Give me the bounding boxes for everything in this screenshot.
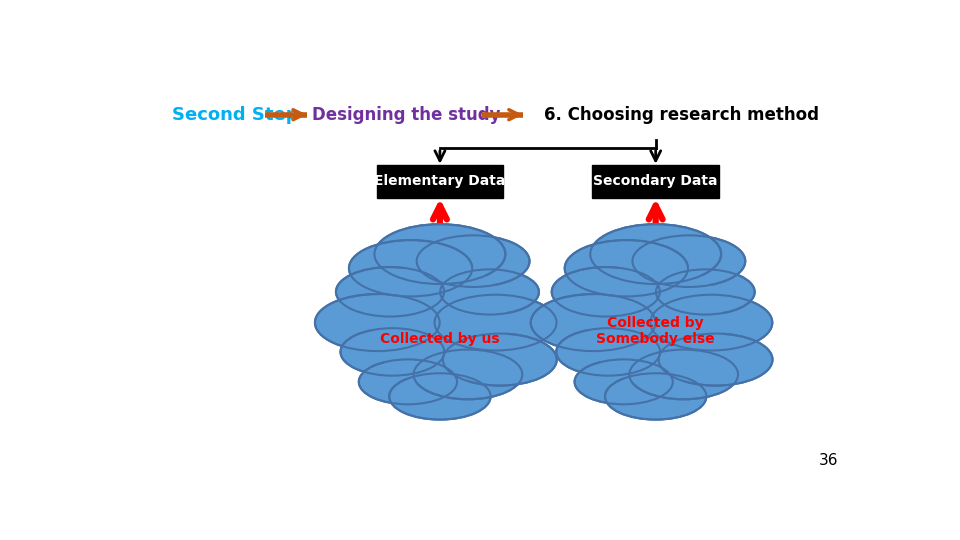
- Text: Collected by us: Collected by us: [380, 332, 500, 346]
- Ellipse shape: [590, 224, 721, 284]
- Ellipse shape: [531, 294, 656, 351]
- Ellipse shape: [435, 295, 557, 350]
- Ellipse shape: [588, 259, 724, 387]
- Ellipse shape: [359, 360, 457, 404]
- Ellipse shape: [656, 269, 755, 314]
- Ellipse shape: [556, 328, 660, 376]
- Ellipse shape: [348, 240, 472, 296]
- Text: Collected by
Somebody else: Collected by Somebody else: [596, 316, 715, 346]
- Ellipse shape: [552, 267, 660, 316]
- Text: 6. Choosing research method: 6. Choosing research method: [544, 106, 819, 124]
- Ellipse shape: [659, 334, 773, 386]
- Ellipse shape: [650, 295, 772, 350]
- Text: Designing the study: Designing the study: [312, 106, 501, 124]
- Ellipse shape: [630, 349, 738, 399]
- Text: Elementary Data: Elementary Data: [374, 174, 506, 188]
- Ellipse shape: [336, 267, 444, 316]
- Ellipse shape: [575, 360, 673, 404]
- Ellipse shape: [315, 294, 440, 351]
- Text: 36: 36: [819, 453, 838, 468]
- Ellipse shape: [414, 349, 522, 399]
- Ellipse shape: [605, 373, 707, 420]
- Ellipse shape: [372, 259, 509, 387]
- Ellipse shape: [374, 224, 505, 284]
- Text: Second Step: Second Step: [172, 106, 299, 124]
- Ellipse shape: [417, 235, 530, 287]
- Ellipse shape: [564, 240, 688, 296]
- Ellipse shape: [341, 328, 444, 376]
- Ellipse shape: [389, 373, 491, 420]
- Ellipse shape: [443, 334, 557, 386]
- Text: Secondary Data: Secondary Data: [593, 174, 718, 188]
- FancyBboxPatch shape: [592, 165, 719, 198]
- FancyBboxPatch shape: [376, 165, 503, 198]
- Ellipse shape: [633, 235, 745, 287]
- Ellipse shape: [440, 269, 539, 314]
